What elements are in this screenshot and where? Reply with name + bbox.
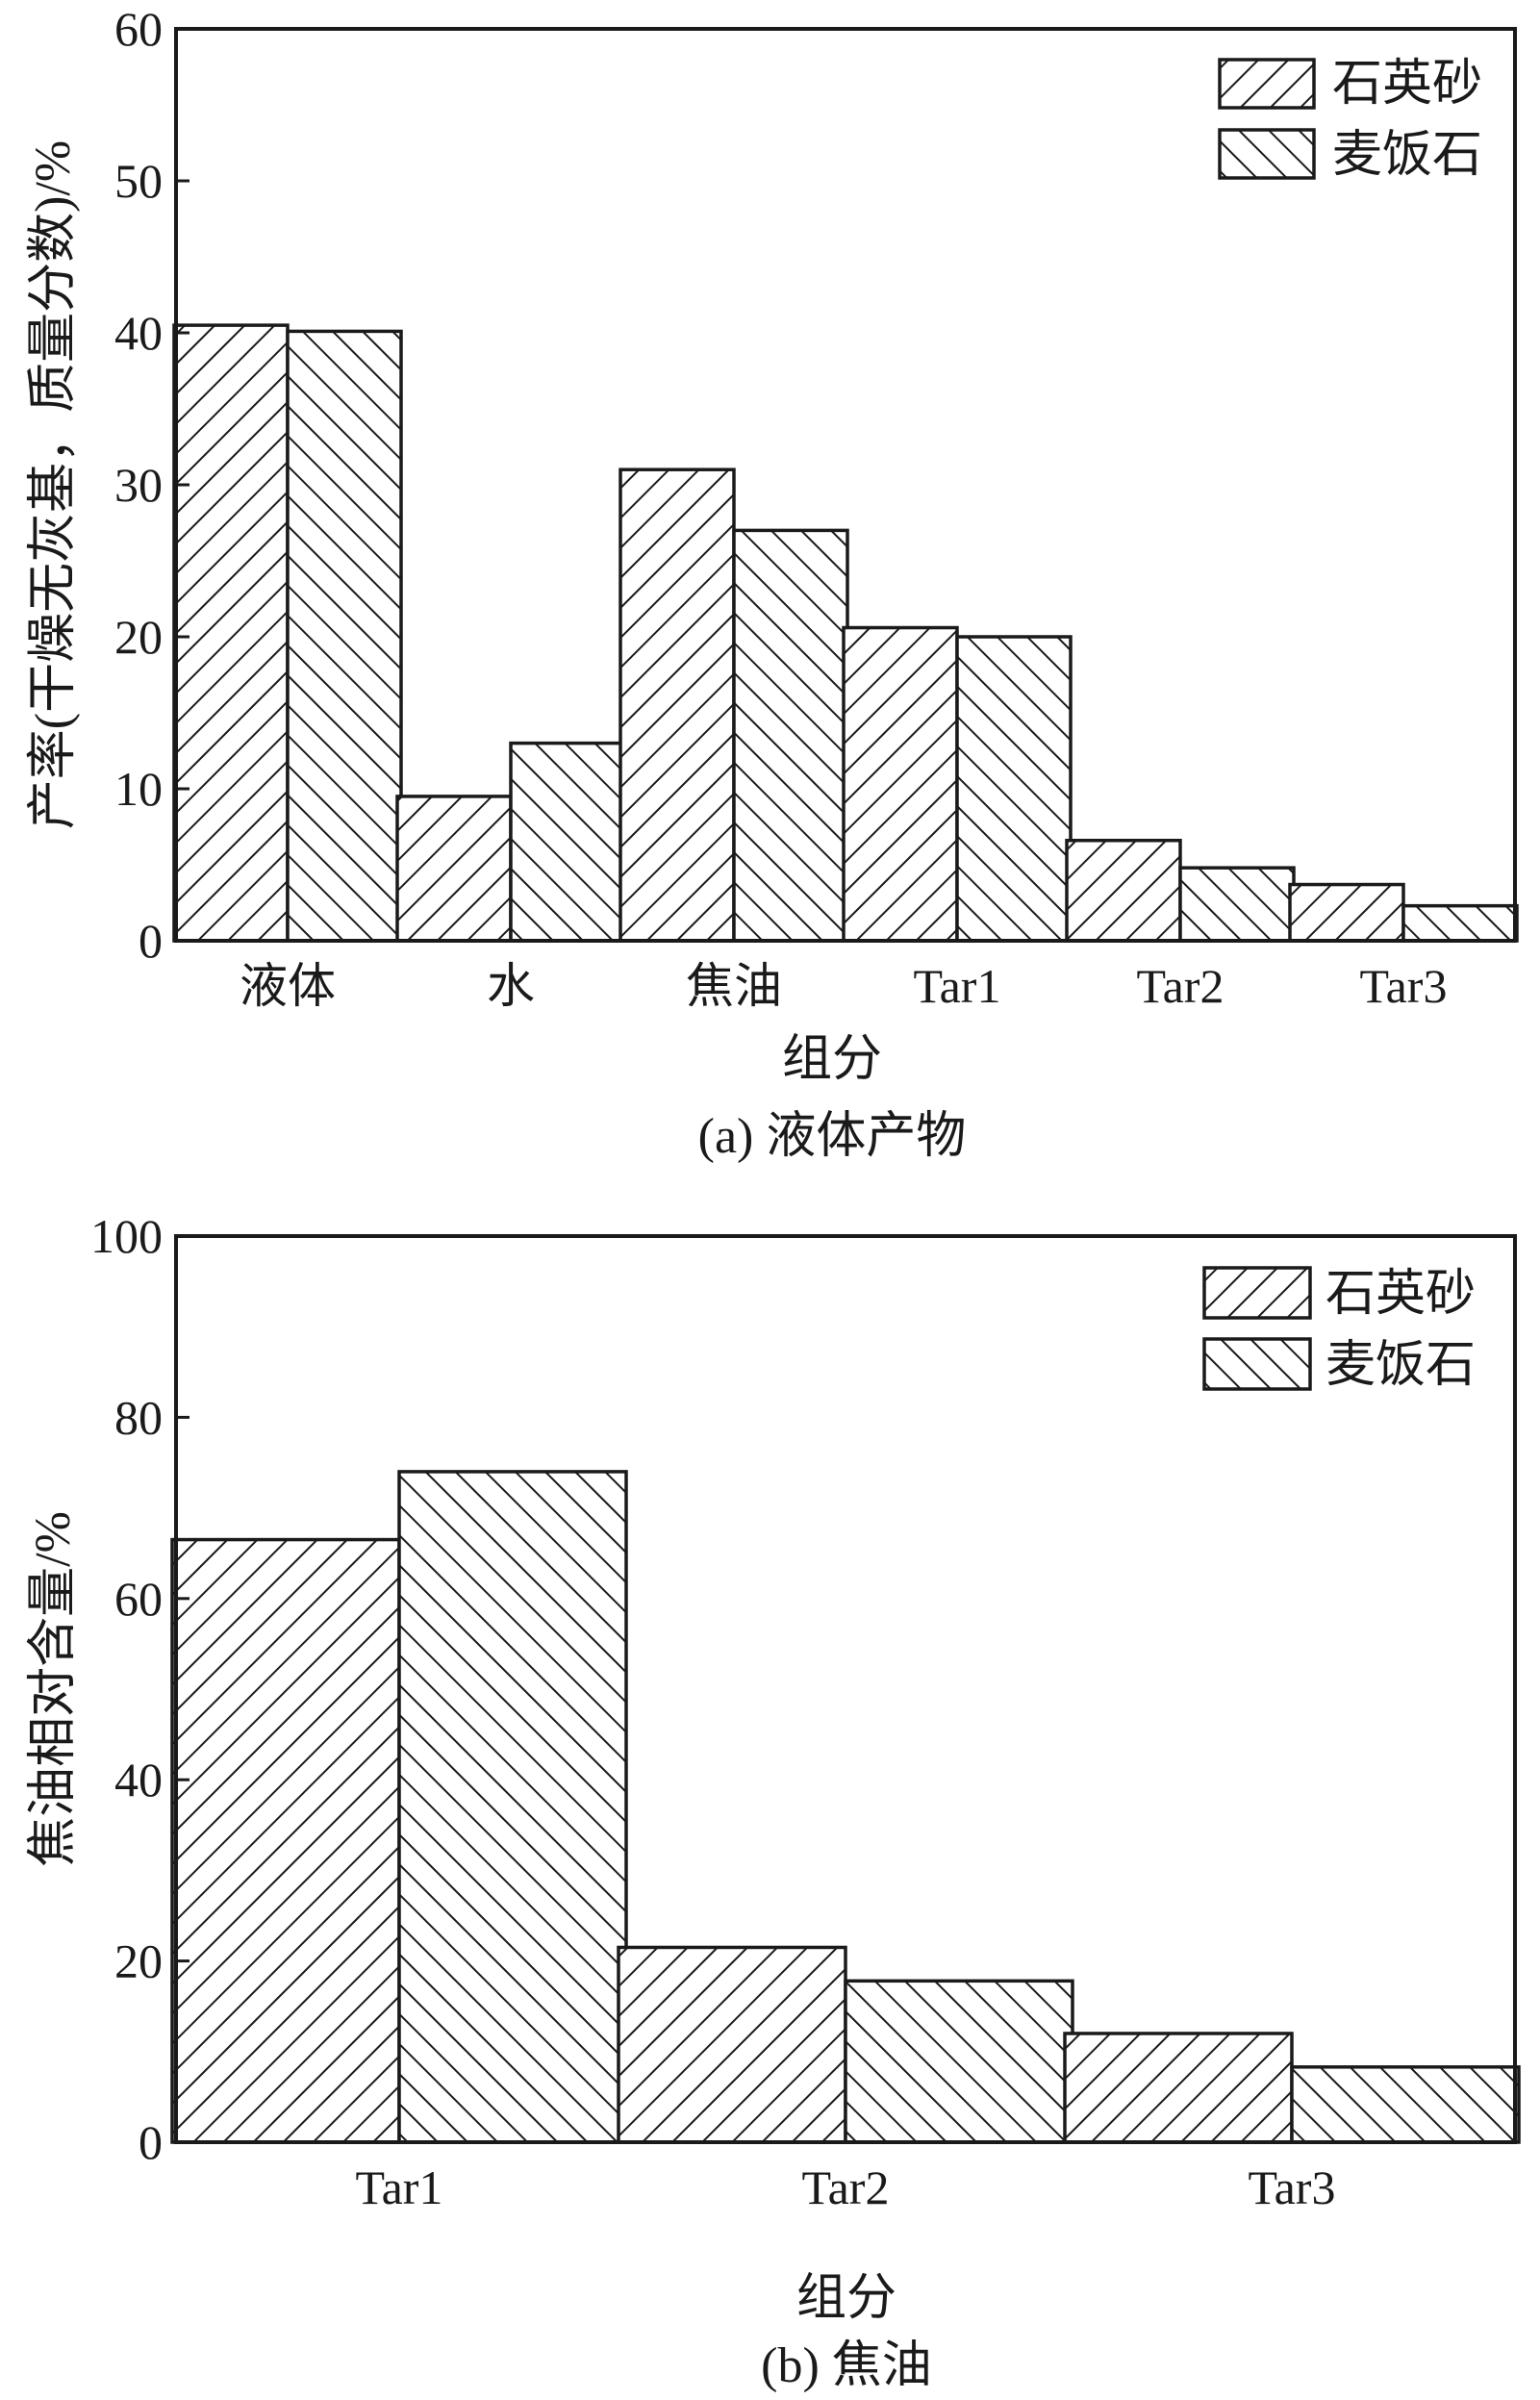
chart-a-xlabel: 组分 <box>782 1032 882 1087</box>
chart-a-legend-label-0: 石英砂 <box>1332 57 1482 112</box>
chart-a-bar-s0-0 <box>172 323 290 943</box>
chart-b-xtick-label-2: Tar3 <box>1249 2160 1336 2214</box>
chart-b-ytick-label-0: 0 <box>139 2115 163 2169</box>
chart-a-ytick-label-5: 50 <box>114 154 163 208</box>
chart-b-ytick-label-5: 100 <box>90 1209 163 1263</box>
chart-b-ytick-label-3: 60 <box>114 1572 163 1626</box>
chart-b-bar-s1-1 <box>844 1979 1074 2144</box>
chart-b-ylabel: 焦油相对含量/% <box>26 1511 81 1867</box>
chart-a-xtick-label-3: Tar1 <box>914 959 1001 1013</box>
chart-b-bar-s1-2 <box>1290 2065 1521 2144</box>
chart-a-bar-s1-1 <box>509 741 626 943</box>
chart-b-ytick-label-1: 20 <box>114 1934 163 1988</box>
chart-b-bars <box>170 1470 1521 2144</box>
chart-b-ytick-label-2: 40 <box>114 1753 163 1806</box>
chart-a-xtick-label-5: Tar3 <box>1360 959 1448 1013</box>
chart-a-legend-swatch-1 <box>1218 128 1316 180</box>
chart-a-bar-s1-4 <box>1178 866 1296 943</box>
chart-a-bar-s1-2 <box>732 528 849 943</box>
chart-a-bar-s1-0 <box>286 329 403 943</box>
chart-a-bar-s1-3 <box>955 635 1073 943</box>
chart-b-ytick-label-4: 80 <box>114 1390 163 1444</box>
chart-a-xtick-label-2: 焦油 <box>686 959 782 1013</box>
chart-a-xtick-label-1: 水 <box>487 959 535 1013</box>
chart-a-ytick-label-0: 0 <box>139 914 163 968</box>
chart-b-bar-s0-0 <box>170 1537 401 2144</box>
chart-a-ytick-label-4: 40 <box>114 306 163 360</box>
chart-a-bar-s0-3 <box>842 625 959 943</box>
chart-a-ylabel: 产率(干燥无灰基，质量分数)/% <box>26 140 81 829</box>
chart-b-legend: 石英砂 麦饭石 <box>1202 1266 1476 1393</box>
chart-a-ytick-label-1: 10 <box>114 762 163 816</box>
chart-a: 0 10 20 30 40 50 60 液体 水 焦油 Tar1 Tar2 Tar3 石英砂 麦饭石 产… <box>26 2 1519 1164</box>
chart-a-xtick-label-4: Tar2 <box>1137 959 1224 1013</box>
chart-a-xtick-label-0: 液体 <box>240 959 336 1013</box>
chart-b-bar-s1-0 <box>397 1470 628 2144</box>
chart-b-bar-s0-1 <box>617 1945 847 2144</box>
chart-b-legend-label-1: 麦饭石 <box>1325 1338 1476 1393</box>
chart-b-xtick-label-1: Tar2 <box>802 2160 890 2214</box>
chart-b: 0 20 40 60 80 100 Tar1 Tar2 Tar3 石英砂 麦饭石 焦油相对含量/… <box>26 1209 1521 2393</box>
chart-a-ytick-label-6: 60 <box>114 2 163 56</box>
chart-a-bar-s0-2 <box>619 467 736 943</box>
chart-a-ytick-label-3: 30 <box>114 458 163 512</box>
chart-a-bar-s0-4 <box>1065 838 1182 943</box>
chart-b-caption: (b) 焦油 <box>761 2338 932 2393</box>
chart-b-legend-swatch-0 <box>1202 1266 1312 1320</box>
chart-b-ticks: 0 20 40 60 80 100 Tar1 Tar2 Tar3 <box>90 1209 1335 2214</box>
chart-b-xlabel: 组分 <box>796 2271 896 2326</box>
chart-a-bar-s1-5 <box>1401 903 1519 943</box>
chart-b-bar-s0-2 <box>1063 2032 1294 2144</box>
chart-b-axes: 0 20 40 60 80 100 Tar1 Tar2 Tar3 <box>90 1209 1517 2214</box>
chart-a-bar-s0-5 <box>1288 882 1405 943</box>
chart-a-axes: 0 10 20 30 40 50 60 液体 水 焦油 Tar1 Tar2 Tar3 <box>114 2 1517 1013</box>
chart-a-bars <box>172 323 1519 943</box>
chart-b-legend-label-0: 石英砂 <box>1325 1267 1476 1322</box>
chart-b-xtick-label-0: Tar1 <box>356 2160 443 2214</box>
chart-a-bar-s0-1 <box>395 795 513 943</box>
chart-b-legend-swatch-1 <box>1202 1337 1312 1391</box>
chart-a-legend-label-1: 麦饭石 <box>1332 128 1482 183</box>
chart-a-legend-swatch-0 <box>1218 58 1316 110</box>
chart-a-legend: 石英砂 麦饭石 <box>1218 57 1482 183</box>
chart-a-ticks: 0 10 20 30 40 50 60 液体 水 焦油 Tar1 Tar2 Tar3 <box>114 2 1447 1013</box>
chart-a-caption: (a) 液体产物 <box>698 1109 967 1164</box>
chart-a-ytick-label-2: 20 <box>114 610 163 664</box>
